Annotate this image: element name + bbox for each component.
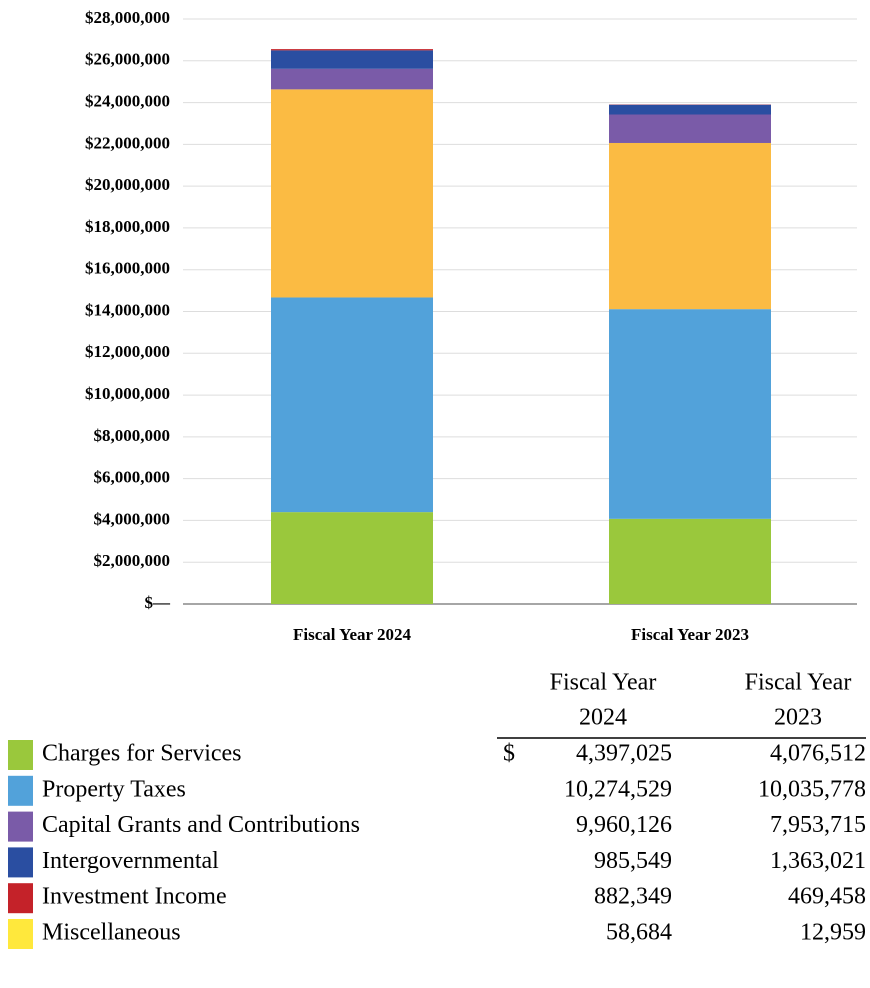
y-tick-label: $18,000,000 <box>85 217 170 236</box>
currency-sign: $ <box>503 741 515 767</box>
table-value: 10,274,529 <box>564 776 672 802</box>
table-value: 10,035,778 <box>758 776 866 802</box>
column-header: Fiscal Year <box>550 670 657 696</box>
x-tick-label: Fiscal Year 2023 <box>631 625 749 644</box>
table-value: 985,549 <box>594 848 672 874</box>
y-tick-label: $24,000,000 <box>85 91 170 110</box>
legend-swatch <box>8 811 33 842</box>
table-value: 4,397,025 <box>576 741 672 767</box>
table-value: 7,953,715 <box>770 812 866 838</box>
legend-label: Investment Income <box>42 884 227 910</box>
column-header: 2023 <box>774 705 822 731</box>
column-header: Fiscal Year <box>745 670 852 696</box>
y-tick-label: $2,000,000 <box>94 551 171 570</box>
y-tick-label: $28,000,000 <box>85 8 170 27</box>
bar-segment <box>609 114 771 143</box>
bar-segment <box>609 142 771 310</box>
x-tick-label: Fiscal Year 2024 <box>293 625 412 644</box>
bar-segment <box>271 89 433 298</box>
legend-label: Property Taxes <box>42 776 186 802</box>
table-value: 882,349 <box>594 884 672 910</box>
y-tick-label: $16,000,000 <box>85 259 170 278</box>
table-value: 4,076,512 <box>770 741 866 767</box>
legend-swatch <box>8 740 33 770</box>
legend-swatch <box>8 883 33 914</box>
y-tick-label: $8,000,000 <box>94 426 171 445</box>
bar-segment <box>271 49 433 51</box>
legend-label: Charges for Services <box>42 741 242 767</box>
y-tick-label: $4,000,000 <box>94 509 171 528</box>
table-value: 58,684 <box>606 920 672 946</box>
y-tick-label: $20,000,000 <box>85 175 170 194</box>
bar-segment <box>609 518 771 604</box>
legend-swatch <box>8 847 33 878</box>
bar-segment <box>609 104 771 115</box>
y-tick-label: $6,000,000 <box>94 468 171 487</box>
y-tick-label: $14,000,000 <box>85 300 170 319</box>
table-value: 1,363,021 <box>770 848 866 874</box>
table-value: 12,959 <box>800 920 866 946</box>
legend-swatch <box>8 919 33 949</box>
table-value: 9,960,126 <box>576 812 672 838</box>
legend-label: Miscellaneous <box>42 920 181 946</box>
y-tick-label: $26,000,000 <box>85 50 170 69</box>
y-tick-label: $— <box>145 593 172 612</box>
y-tick-label: $10,000,000 <box>85 384 170 403</box>
bar-segment <box>271 512 433 604</box>
table-value: 469,458 <box>788 884 866 910</box>
bar-segment <box>609 309 771 519</box>
y-tick-label: $12,000,000 <box>85 342 170 361</box>
y-tick-label: $22,000,000 <box>85 133 170 152</box>
bar-segment <box>271 68 433 90</box>
legend-label: Intergovernmental <box>42 848 219 874</box>
legend-swatch <box>8 775 33 806</box>
column-header: 2024 <box>579 705 627 731</box>
bar-segment <box>271 50 433 69</box>
legend-label: Capital Grants and Contributions <box>42 812 360 838</box>
bar-segment <box>271 297 433 513</box>
